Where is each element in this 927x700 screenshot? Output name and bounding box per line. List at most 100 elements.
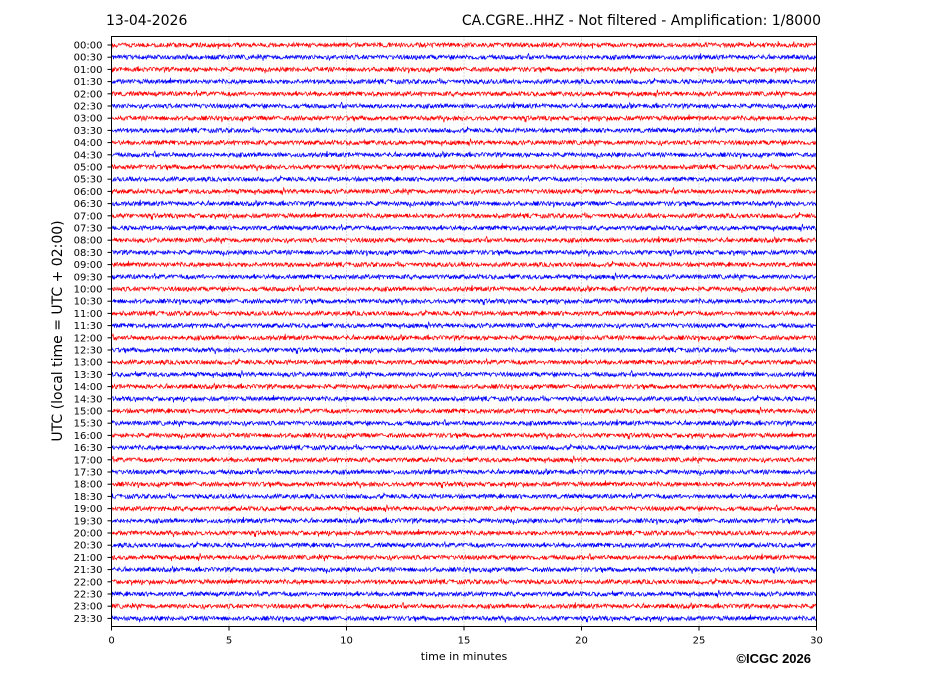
trace-16:30 — [111, 443, 817, 452]
y-tick-label: 11:00 — [74, 309, 103, 320]
trace-06:00 — [111, 187, 817, 196]
y-tick-label: 05:00 — [74, 163, 103, 174]
y-tick-label: 16:30 — [74, 443, 103, 454]
trace-10:30 — [111, 297, 817, 306]
y-tick-label: 08:00 — [74, 236, 103, 247]
y-tick-label: 19:00 — [74, 504, 103, 515]
trace-00:30 — [111, 53, 817, 61]
y-axis-label: UTC (local time = UTC + 02:00) — [50, 220, 66, 441]
x-tick-label: 25 — [693, 636, 706, 647]
y-tick-label: 00:30 — [74, 53, 103, 64]
y-tick-label: 17:30 — [74, 468, 103, 479]
trace-17:00 — [111, 455, 817, 464]
trace-19:00 — [111, 504, 817, 513]
y-tick-label: 10:30 — [74, 297, 103, 308]
trace-17:30 — [111, 467, 817, 477]
x-tick-label: 10 — [340, 636, 353, 647]
trace-03:00 — [111, 114, 817, 123]
y-tick-label: 18:30 — [74, 492, 103, 503]
trace-04:00 — [111, 138, 817, 147]
trace-07:00 — [111, 211, 817, 220]
trace-20:30 — [111, 541, 817, 549]
y-tick-label: 07:30 — [74, 224, 103, 235]
y-tick-label: 19:30 — [74, 516, 103, 527]
trace-16:00 — [111, 431, 817, 440]
y-tick-label: 23:30 — [74, 614, 103, 625]
trace-21:00 — [111, 553, 817, 562]
trace-23:30 — [111, 614, 817, 623]
station-title: CA.CGRE..HHZ - Not filtered - Amplificat… — [462, 13, 821, 29]
trace-04:30 — [111, 150, 817, 159]
trace-07:30 — [111, 223, 817, 232]
trace-22:00 — [111, 577, 817, 586]
y-tick-label: 01:00 — [74, 65, 103, 76]
y-tick-label: 09:00 — [74, 260, 103, 271]
trace-14:00 — [111, 382, 817, 391]
trace-12:30 — [111, 346, 817, 355]
x-tick-label: 0 — [108, 636, 114, 647]
y-tick-label: 13:30 — [74, 370, 103, 381]
trace-06:30 — [111, 199, 817, 208]
y-tick-label: 21:00 — [74, 553, 103, 564]
trace-20:00 — [111, 529, 817, 538]
x-tick-label: 15 — [458, 636, 471, 647]
y-tick-label: 20:00 — [74, 529, 103, 540]
trace-01:30 — [111, 77, 817, 86]
y-tick-label: 13:00 — [74, 358, 103, 369]
date-title: 13-04-2026 — [106, 13, 187, 29]
y-tick-label: 12:00 — [74, 333, 103, 344]
trace-02:30 — [111, 101, 817, 111]
trace-03:30 — [111, 126, 817, 134]
y-tick-label: 10:00 — [74, 285, 103, 296]
trace-18:00 — [111, 480, 817, 489]
y-tick-label: 22:00 — [74, 577, 103, 588]
y-tick-label: 18:00 — [74, 480, 103, 491]
y-tick-label: 01:30 — [74, 77, 103, 88]
trace-08:00 — [111, 235, 817, 244]
y-tick-label: 09:30 — [74, 272, 103, 283]
trace-12:00 — [111, 333, 817, 342]
trace-02:00 — [111, 89, 817, 98]
trace-14:30 — [111, 394, 817, 403]
trace-10:00 — [111, 284, 817, 294]
y-tick-label: 23:00 — [74, 602, 103, 613]
trace-13:00 — [111, 358, 817, 366]
trace-09:30 — [111, 272, 817, 281]
y-tick-label: 02:30 — [74, 102, 103, 113]
x-tick-layer: 0 5 10 15 20 25 30 — [108, 626, 823, 647]
trace-15:30 — [111, 418, 817, 428]
x-tick-label: 20 — [575, 636, 588, 647]
trace-00:00 — [111, 41, 817, 50]
trace-01:00 — [111, 66, 817, 74]
y-tick-label: 04:30 — [74, 150, 103, 161]
y-tick-label: 17:00 — [74, 455, 103, 466]
trace-18:30 — [111, 492, 817, 500]
y-tick-label: 03:30 — [74, 126, 103, 137]
y-tick-label: 21:30 — [74, 565, 103, 576]
y-tick-label: 03:00 — [74, 114, 103, 125]
y-tick-label: 00:00 — [74, 41, 103, 52]
trace-11:00 — [111, 309, 817, 317]
trace-08:30 — [111, 248, 817, 257]
y-tick-label: 05:30 — [74, 175, 103, 186]
y-tick-label: 06:00 — [74, 187, 103, 198]
y-tick-label: 15:30 — [74, 419, 103, 430]
trace-layer — [111, 41, 817, 623]
y-tick-label: 04:00 — [74, 138, 103, 149]
x-axis-label: time in minutes — [421, 650, 508, 663]
trace-15:00 — [111, 406, 817, 415]
y-tick-label: 14:30 — [74, 394, 103, 405]
y-tick-label: 15:00 — [74, 407, 103, 418]
x-tick-label: 30 — [810, 636, 823, 647]
trace-05:00 — [111, 163, 817, 172]
y-tick-label: 08:30 — [74, 248, 103, 259]
trace-13:30 — [111, 370, 817, 379]
y-tick-label: 07:00 — [74, 211, 103, 222]
y-tick-label: 06:30 — [74, 199, 103, 210]
trace-11:30 — [111, 321, 817, 330]
grid-layer — [228, 36, 700, 627]
y-tick-label: 02:00 — [74, 89, 103, 100]
trace-19:30 — [111, 516, 817, 525]
